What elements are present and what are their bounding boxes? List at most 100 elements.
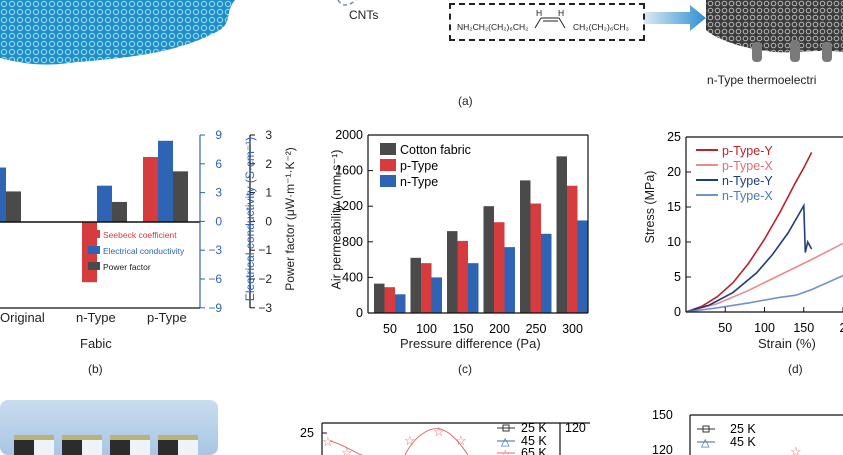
chemical-formula-box: NH₂CH₂(CH₂)₆CH₂ H H CH₂(CH₂)₆CH₃ xyxy=(449,3,645,41)
legend-seebeck: Seebeck coefficient xyxy=(103,230,177,240)
bar-n-type-150 xyxy=(468,263,479,313)
legend-e: 25 K △ 45 K ☆ 65 K xyxy=(497,421,547,455)
conductivity-tick: −3 xyxy=(208,243,222,257)
svg-text:△: △ xyxy=(501,436,510,448)
power-factor-tick: −2 xyxy=(258,272,272,286)
bar-p-type-100 xyxy=(421,263,432,313)
legend-swatch-ntype xyxy=(380,175,396,187)
power-factor-tick: 1 xyxy=(265,186,272,200)
x-tick-label: 250 xyxy=(526,322,547,336)
category-ptype: p-Type xyxy=(147,310,187,325)
formula-left: NH₂CH₂(CH₂)₆CH₂ xyxy=(457,22,529,32)
power-factor-axis-label: Power factor (μW·m⁻¹·K⁻²) xyxy=(283,147,297,291)
bar-p-type-250 xyxy=(530,203,541,313)
legend-e-25k: 25 K xyxy=(521,421,547,435)
bottom-row-figures: 25 120 ☆☆☆☆☆ 25 K △ 45 K ☆ 65 K 150 120 … xyxy=(0,400,843,455)
legend-e-65k: 65 K xyxy=(521,446,547,455)
bar-cotton-fabric-300 xyxy=(556,156,567,313)
legend-c: Cotton fabric p-Type n-Type xyxy=(380,143,471,189)
panel-c-ylabel: Air permeability (mm·s⁻¹) xyxy=(329,149,344,290)
panel-c-xlabel: Pressure difference (Pa) xyxy=(400,336,541,351)
legend-f-45k: 45 K xyxy=(730,435,756,449)
bar-n-type-250 xyxy=(541,233,552,313)
bar-power-factor-p-type xyxy=(173,171,188,222)
power-factor-tick: 2 xyxy=(265,157,272,171)
x-tick-label: 2 xyxy=(840,321,843,335)
conductivity-tick: 0 xyxy=(215,214,222,228)
y-tick-label: 20 xyxy=(667,165,681,179)
conductivity-tick: 9 xyxy=(215,128,222,142)
legend-d: p-Type-Y p-Type-X n-Type-Y n-Type-X xyxy=(696,144,773,203)
bar-electrical-conductivity-n-type xyxy=(97,185,112,222)
panel-f-ytick-120: 120 xyxy=(652,443,673,455)
legend-e-45k: 45 K xyxy=(521,434,547,448)
bar-power-factor-original xyxy=(6,191,21,222)
bar-p-type-50 xyxy=(384,287,395,313)
ntype-thermoelectric-label: n-Type thermoelectri xyxy=(707,73,817,87)
y-tick-label: 1600 xyxy=(335,164,363,178)
caption-b: (b) xyxy=(88,362,103,376)
y-tick-label: 2000 xyxy=(335,128,363,142)
y-tick-label: 5 xyxy=(674,270,681,284)
power-factor-tick: 0 xyxy=(265,214,272,228)
bar-p-type-150 xyxy=(457,240,468,313)
panel-e-y2tick: 120 xyxy=(565,421,586,435)
x-tick-label: 100 xyxy=(754,321,775,335)
y-tick-label: 400 xyxy=(342,270,363,284)
double-bond-icon xyxy=(534,17,566,29)
legend-conductivity: Electrical conductivity xyxy=(103,246,185,256)
y-tick-label: 0 xyxy=(356,306,363,320)
panel-a-figure xyxy=(0,0,843,65)
category-original: Original xyxy=(0,310,45,325)
legend-swatch-power-factor xyxy=(88,262,100,270)
x-tick-label: 200 xyxy=(489,322,510,336)
legend-swatch-seebeck xyxy=(88,230,100,238)
blue-fabric-image xyxy=(0,0,235,65)
bar-n-type-100 xyxy=(431,277,442,313)
svg-text:☆: ☆ xyxy=(500,447,511,455)
bar-p-type-300 xyxy=(567,185,578,313)
y-tick-label: 0 xyxy=(674,305,681,319)
x-tick-label: 100 xyxy=(416,322,437,336)
legend-ntype-y: n-Type-Y xyxy=(722,174,773,188)
svg-text:☆: ☆ xyxy=(404,433,416,448)
power-factor-tick: −1 xyxy=(258,243,272,257)
legend-f: 25 K △ 45 K ☆ xyxy=(697,422,802,455)
gray-fabric-image xyxy=(706,0,843,53)
bar-n-type-200 xyxy=(504,247,515,313)
transfer-arrow-icon xyxy=(644,5,706,31)
panel-b-xlabel: Fabic xyxy=(80,336,112,351)
panel-e-ytick: 25 xyxy=(300,426,314,440)
legend-f-25k: 25 K xyxy=(730,422,756,436)
svg-text:☆: ☆ xyxy=(790,444,802,455)
legend-b: Seebeck coefficient Electrical conductiv… xyxy=(88,230,185,272)
panel-c-chart: 0 400 800 1200 1600 2000 50 100 150 200 250 300 Cot… xyxy=(335,128,589,336)
legend-ptype: p-Type xyxy=(400,159,438,173)
bar-seebeck-coefficient-p-type xyxy=(143,157,158,222)
line-n-type-y xyxy=(685,202,813,313)
conductivity-tick: −9 xyxy=(208,301,222,315)
y-tick-label: 15 xyxy=(667,200,681,214)
y-tick-label: 25 xyxy=(667,130,681,144)
legend-swatch-ptype xyxy=(380,159,396,171)
panel-d-chart: 0 5 10 15 20 25 50 100 150 2 p-Type-Y p-Type-X n-… xyxy=(667,130,843,335)
bar-power-factor-n-type xyxy=(112,201,127,222)
panel-f-ytick-150: 150 xyxy=(652,408,673,422)
legend-swatch-cotton xyxy=(380,143,396,155)
legend-ptype-x: p-Type-X xyxy=(722,159,773,173)
legend-cotton: Cotton fabric xyxy=(400,143,471,157)
svg-text:☆: ☆ xyxy=(341,445,353,455)
formula-h2: H xyxy=(558,8,565,18)
x-tick-label: 50 xyxy=(383,322,397,336)
legend-power-factor: Power factor xyxy=(103,262,151,272)
bar-n-type-50 xyxy=(395,294,406,313)
legend-ptype-y: p-Type-Y xyxy=(722,144,773,158)
caption-c: (c) xyxy=(458,362,472,376)
bar-cotton-fabric-100 xyxy=(410,257,421,313)
power-factor-tick: −3 xyxy=(258,301,272,315)
svg-text:☆: ☆ xyxy=(455,433,467,448)
legend-swatch-conductivity xyxy=(88,246,100,254)
x-tick-label: 150 xyxy=(453,322,474,336)
x-tick-label: 150 xyxy=(793,321,814,335)
bar-cotton-fabric-50 xyxy=(374,283,385,313)
